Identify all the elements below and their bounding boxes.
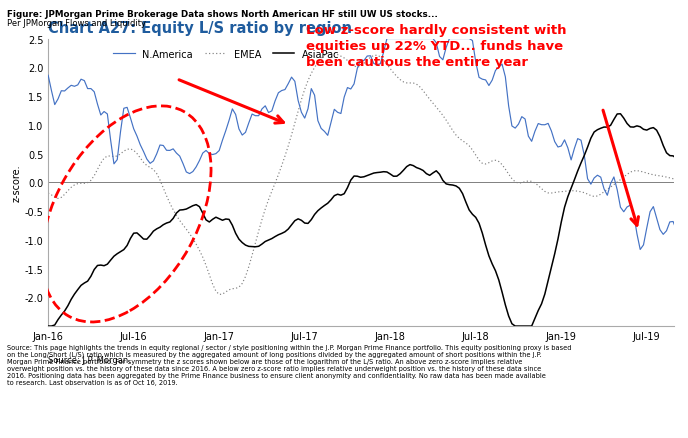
EMEA (44, 191, 52, 196)
AsiaPac (44, 324, 52, 329)
Line: AsiaPac: AsiaPac (48, 114, 688, 326)
EMEA (672, 177, 680, 183)
EMEA (70, 183, 78, 188)
AsiaPac (166, 220, 174, 225)
Line: EMEA: EMEA (48, 53, 688, 295)
N.America (83, 87, 92, 92)
AsiaPac (669, 154, 677, 159)
EMEA (649, 173, 658, 178)
Line: N.America: N.America (48, 39, 688, 250)
EMEA (83, 180, 92, 186)
AsiaPac (70, 292, 78, 297)
N.America (636, 247, 645, 253)
EMEA (166, 201, 174, 206)
AsiaPac (83, 279, 92, 284)
Text: Chart A27: Equity L/S ratio by region: Chart A27: Equity L/S ratio by region (48, 21, 352, 35)
Text: Per JPMorgan Flows and Liquidity: Per JPMorgan Flows and Liquidity (7, 19, 146, 28)
EMEA (222, 290, 230, 295)
N.America (649, 205, 658, 210)
N.America (166, 148, 174, 154)
EMEA (215, 292, 224, 297)
N.America (218, 138, 226, 143)
AsiaPac (616, 112, 625, 117)
Legend: N.America, EMEA, AsiaPac: N.America, EMEA, AsiaPac (109, 46, 343, 64)
N.America (44, 74, 52, 79)
N.America (672, 228, 680, 233)
Y-axis label: z-score.: z-score. (12, 164, 21, 201)
N.America (383, 37, 391, 42)
Text: Source: J.P. Morgan.: Source: J.P. Morgan. (48, 355, 131, 364)
Text: Source: This page highlights the trends in equity regional / sector / style posi: Source: This page highlights the trends … (7, 344, 571, 385)
N.America (70, 85, 78, 90)
AsiaPac (218, 218, 226, 223)
Text: Low z-score hardly consistent with
equities up 22% YTD... funds have
been cautio: Low z-score hardly consistent with equit… (306, 24, 567, 69)
Text: Figure: JPMorgan Prime Brokerage Data shows North American HF still UW US stocks: Figure: JPMorgan Prime Brokerage Data sh… (7, 10, 438, 19)
EMEA (327, 51, 335, 56)
AsiaPac (646, 127, 654, 132)
